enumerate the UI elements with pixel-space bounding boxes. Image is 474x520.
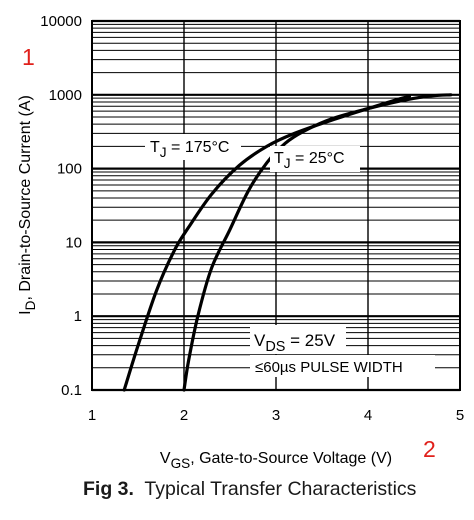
x-tick-label: 2 <box>180 407 188 424</box>
axis-ticks: 1 2 3 4 5 0.1 1 10 100 1000 10000 <box>40 13 464 424</box>
y-tick-label: 10 <box>65 234 82 251</box>
axis-labels: VGS, Gate-to-Source Voltage (V) ID, Drain… <box>17 95 392 471</box>
annotation-vds-text: VDS = 25V <box>254 331 336 355</box>
x-axis-label: VGS, Gate-to-Source Voltage (V) <box>160 450 392 471</box>
annotation-vds-background <box>250 325 346 354</box>
figure-caption: Fig 3. Typical Transfer Characteristics <box>83 478 416 501</box>
y-tick-label: 100 <box>57 161 82 178</box>
label-tj-25-background <box>270 146 360 172</box>
label-tj-175-text: TJ = 175°C <box>150 139 229 160</box>
x-tick-label: 1 <box>88 407 96 424</box>
marker-one: 1 <box>22 44 35 70</box>
label-tj-175-background <box>145 134 241 160</box>
figure-title: Typical Transfer Characteristics <box>144 478 417 500</box>
x-tick-label: 5 <box>456 407 464 424</box>
label-tj-25: TJ = 25°C <box>270 146 360 172</box>
x-tick-label: 4 <box>364 407 372 424</box>
y-tick-label: 1000 <box>49 87 82 104</box>
label-tj-175: TJ = 175°C <box>145 134 241 160</box>
curve-labels: TJ = 175°C TJ = 25°C VDS = 25V ≤60µs PULSE … <box>145 134 435 377</box>
annotation-pulse-background <box>250 355 435 377</box>
marker-two: 2 <box>423 436 436 462</box>
annotation-pulse-width: ≤60µs PULSE WIDTH <box>255 359 403 376</box>
x-tick-label: 3 <box>272 407 280 424</box>
y-tick-label: 1 <box>74 308 82 325</box>
plot-frame <box>91 20 461 391</box>
label-tj-25-text: TJ = 25°C <box>274 150 345 171</box>
figure-number: Fig 3. <box>83 478 134 500</box>
y-tick-label: 0.1 <box>61 382 82 399</box>
y-axis-label-text: ID, Drain-to-Source Current (A) <box>17 95 38 315</box>
y-axis-label: ID, Drain-to-Source Current (A) <box>17 95 38 315</box>
y-tick-label: 10000 <box>40 13 82 30</box>
x-axis-label-text: VGS, Gate-to-Source Voltage (V) <box>160 450 392 471</box>
annotation-vds: VDS = 25V <box>250 325 346 355</box>
